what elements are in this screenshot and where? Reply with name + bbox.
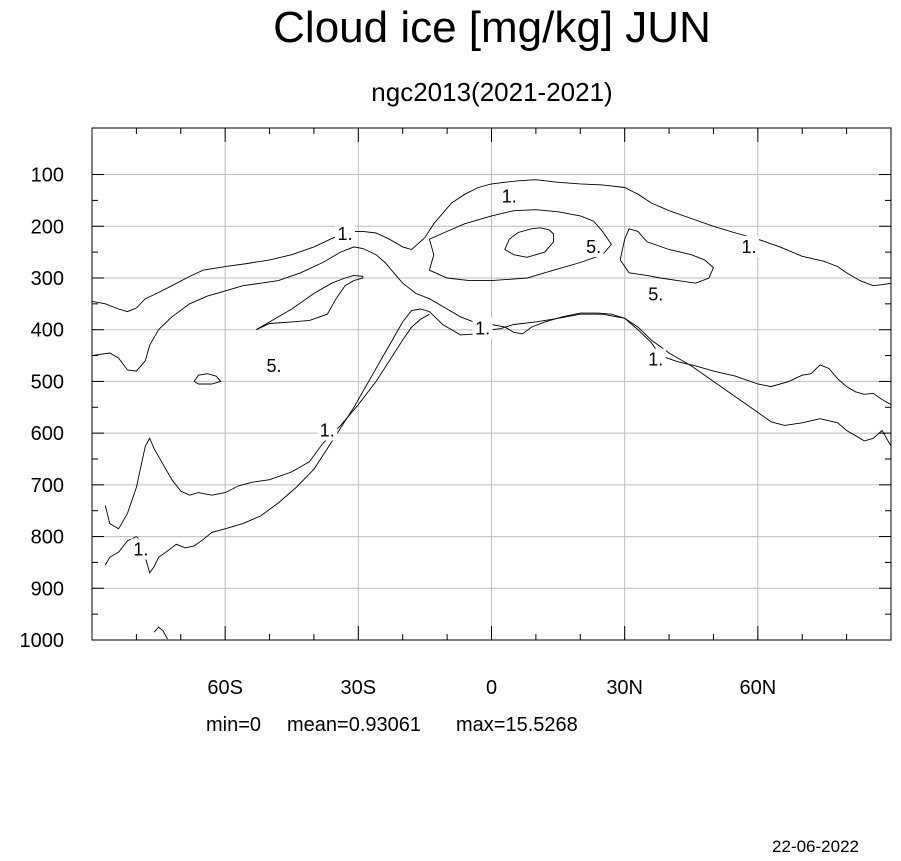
- plot-date: 22-06-2022: [772, 837, 859, 856]
- contour-line-level-5: [619, 228, 714, 284]
- contour-label: 1.: [648, 350, 663, 370]
- stat-mean: mean=0.93061: [287, 714, 421, 736]
- y-tick-label: 700: [31, 475, 64, 497]
- x-tick-label: 30S: [341, 677, 377, 699]
- y-tick-label: 800: [31, 527, 64, 549]
- contour-label-bg: [499, 185, 520, 207]
- contour-label-bg: [645, 283, 666, 305]
- contour-label-bg: [263, 354, 284, 376]
- contour-line-level-5: [504, 227, 555, 258]
- contour-label: 5.: [648, 285, 663, 305]
- stat-min: min=0: [206, 714, 261, 736]
- contour-label: 1.: [475, 319, 490, 339]
- y-tick-label: 300: [31, 268, 64, 290]
- contour-label-bg: [738, 235, 759, 257]
- contour-line-level-1: [104, 313, 430, 530]
- contour-label: 1.: [320, 421, 335, 441]
- contour-label: 1.: [502, 186, 517, 206]
- contour-label: 1.: [338, 224, 353, 244]
- contour-line-level-1: [91, 179, 892, 313]
- y-tick-label: 500: [31, 371, 64, 393]
- contour-label: 1.: [133, 539, 148, 559]
- y-axis-tick-labels: 100 200 300 400 500 600 700 800 900 1000: [20, 165, 65, 652]
- x-tick-label: 60N: [739, 677, 776, 699]
- contour-lines: [91, 179, 892, 640]
- axis-ticks: [91, 128, 892, 641]
- contour-label: 1.: [741, 237, 756, 257]
- x-tick-label: 60S: [207, 677, 243, 699]
- contour-label: 5.: [586, 237, 601, 257]
- contour-label-bg: [130, 538, 151, 560]
- chart-title: Cloud ice [mg/kg] JUN: [273, 3, 711, 52]
- contour-line-level-1: [104, 308, 892, 574]
- stats-line: min=0 mean=0.93061 max=15.5268: [206, 714, 578, 736]
- y-tick-label: 600: [31, 423, 64, 445]
- stat-max: max=15.5268: [456, 714, 578, 736]
- contour-line-level-5: [255, 274, 364, 331]
- contour-label-bg: [583, 235, 604, 257]
- contour-label-bg: [317, 419, 338, 441]
- x-axis-tick-labels: 60S 30S 0 30N 60N: [207, 677, 776, 699]
- contour-line-level-1: [153, 626, 168, 640]
- y-tick-label: 400: [31, 320, 64, 342]
- contour-labels: 1. 1. 1. 1. 1. 1. 1. 5. 5. 5.: [130, 185, 759, 560]
- contour-line-level-5: [193, 373, 222, 385]
- contour-label-bg: [645, 348, 666, 370]
- contour-line-level-5: [428, 209, 612, 282]
- y-tick-label: 200: [31, 216, 64, 238]
- chart-subtitle: ngc2013(2021-2021): [371, 77, 612, 107]
- x-tick-label: 30N: [606, 677, 643, 699]
- contour-label: 5.: [266, 356, 281, 376]
- y-tick-label: 100: [31, 165, 64, 187]
- contour-label-bg: [335, 223, 356, 245]
- contour-label-bg: [472, 317, 493, 339]
- x-tick-label: 0: [486, 677, 497, 699]
- y-tick-label: 900: [31, 578, 64, 600]
- y-tick-label: 1000: [20, 630, 65, 652]
